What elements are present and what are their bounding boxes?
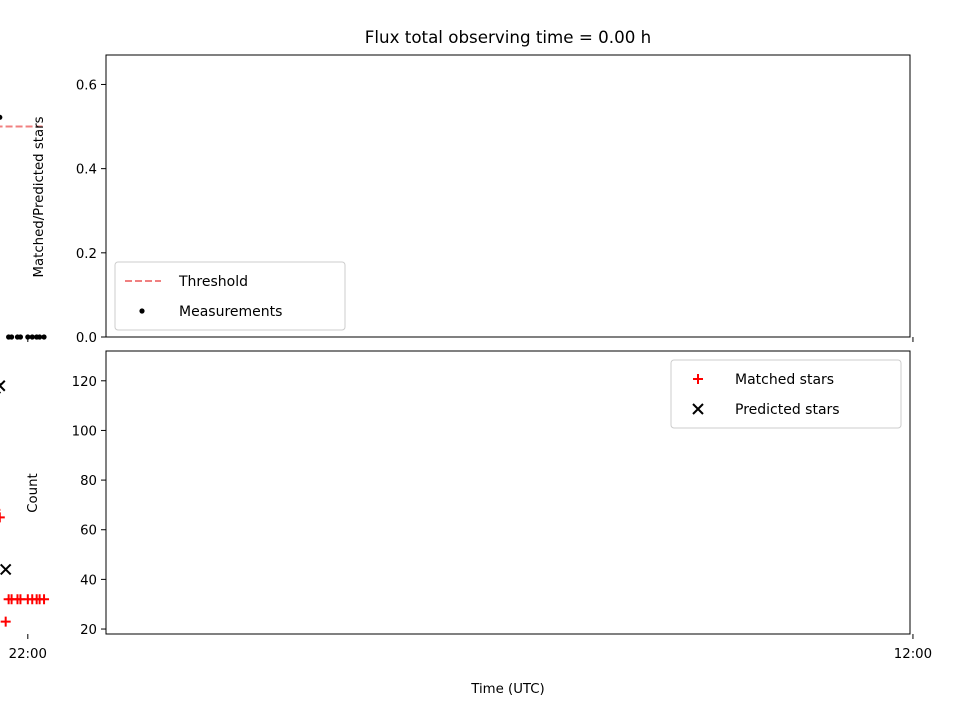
data-point [0, 512, 5, 523]
legend-box [670, 359, 902, 429]
legend-label: Threshold [178, 274, 248, 290]
data-point [0, 380, 6, 392]
data-point [3, 594, 14, 605]
legend-label: Measurements [179, 304, 282, 320]
y-tick-label: 0.4 [76, 163, 97, 178]
data-point [41, 334, 47, 340]
x-tick-label: 12:00 [894, 647, 932, 662]
legend-marker [693, 374, 703, 384]
data-point [6, 334, 12, 340]
y-tick-label: 100 [72, 424, 97, 439]
y-tick-label: 60 [80, 524, 97, 539]
y-tick-label: 80 [80, 474, 97, 489]
top-panel: 0.0 0.2 0.4 0.6 Threshold Measurements [0, 54, 914, 346]
data-point [34, 334, 40, 340]
bottom-panel: 2040608010012022:0000:0002:0004:0006:000… [0, 350, 932, 662]
series-matched-stars [0, 508, 50, 627]
data-point [0, 616, 11, 627]
data-point [0, 114, 3, 120]
legend: Threshold Measurements [114, 261, 346, 331]
legend-marker [692, 403, 704, 415]
figure-title: Flux total observing time = 0.00 h [365, 27, 651, 47]
series-predicted-stars [0, 380, 12, 576]
data-point [0, 563, 12, 576]
legend-box [114, 261, 346, 331]
y-tick-label: 20 [80, 623, 97, 638]
y-tick-label: 0.2 [76, 247, 97, 262]
data-point [29, 334, 35, 340]
y-tick-label: 40 [80, 573, 97, 588]
legend-label: Matched stars [735, 372, 834, 388]
x-axis-label: Time (UTC) [470, 682, 545, 697]
axes-frame [105, 350, 911, 635]
x-tick-label: 22:00 [9, 647, 47, 662]
series-measurements [0, 114, 47, 340]
legend-marker [139, 308, 145, 314]
axes-frame [105, 54, 911, 338]
y-tick-label: 0.6 [76, 78, 97, 93]
legend-label: Predicted stars [735, 402, 840, 418]
top-y-axis-label: Matched/Predicted stars [32, 116, 47, 277]
bottom-y-axis-label: Count [26, 473, 41, 513]
y-tick-label: 0.0 [76, 331, 97, 346]
data-point [14, 334, 21, 340]
legend: Matched stars Predicted stars [670, 359, 902, 429]
y-tick-label: 120 [72, 375, 97, 390]
